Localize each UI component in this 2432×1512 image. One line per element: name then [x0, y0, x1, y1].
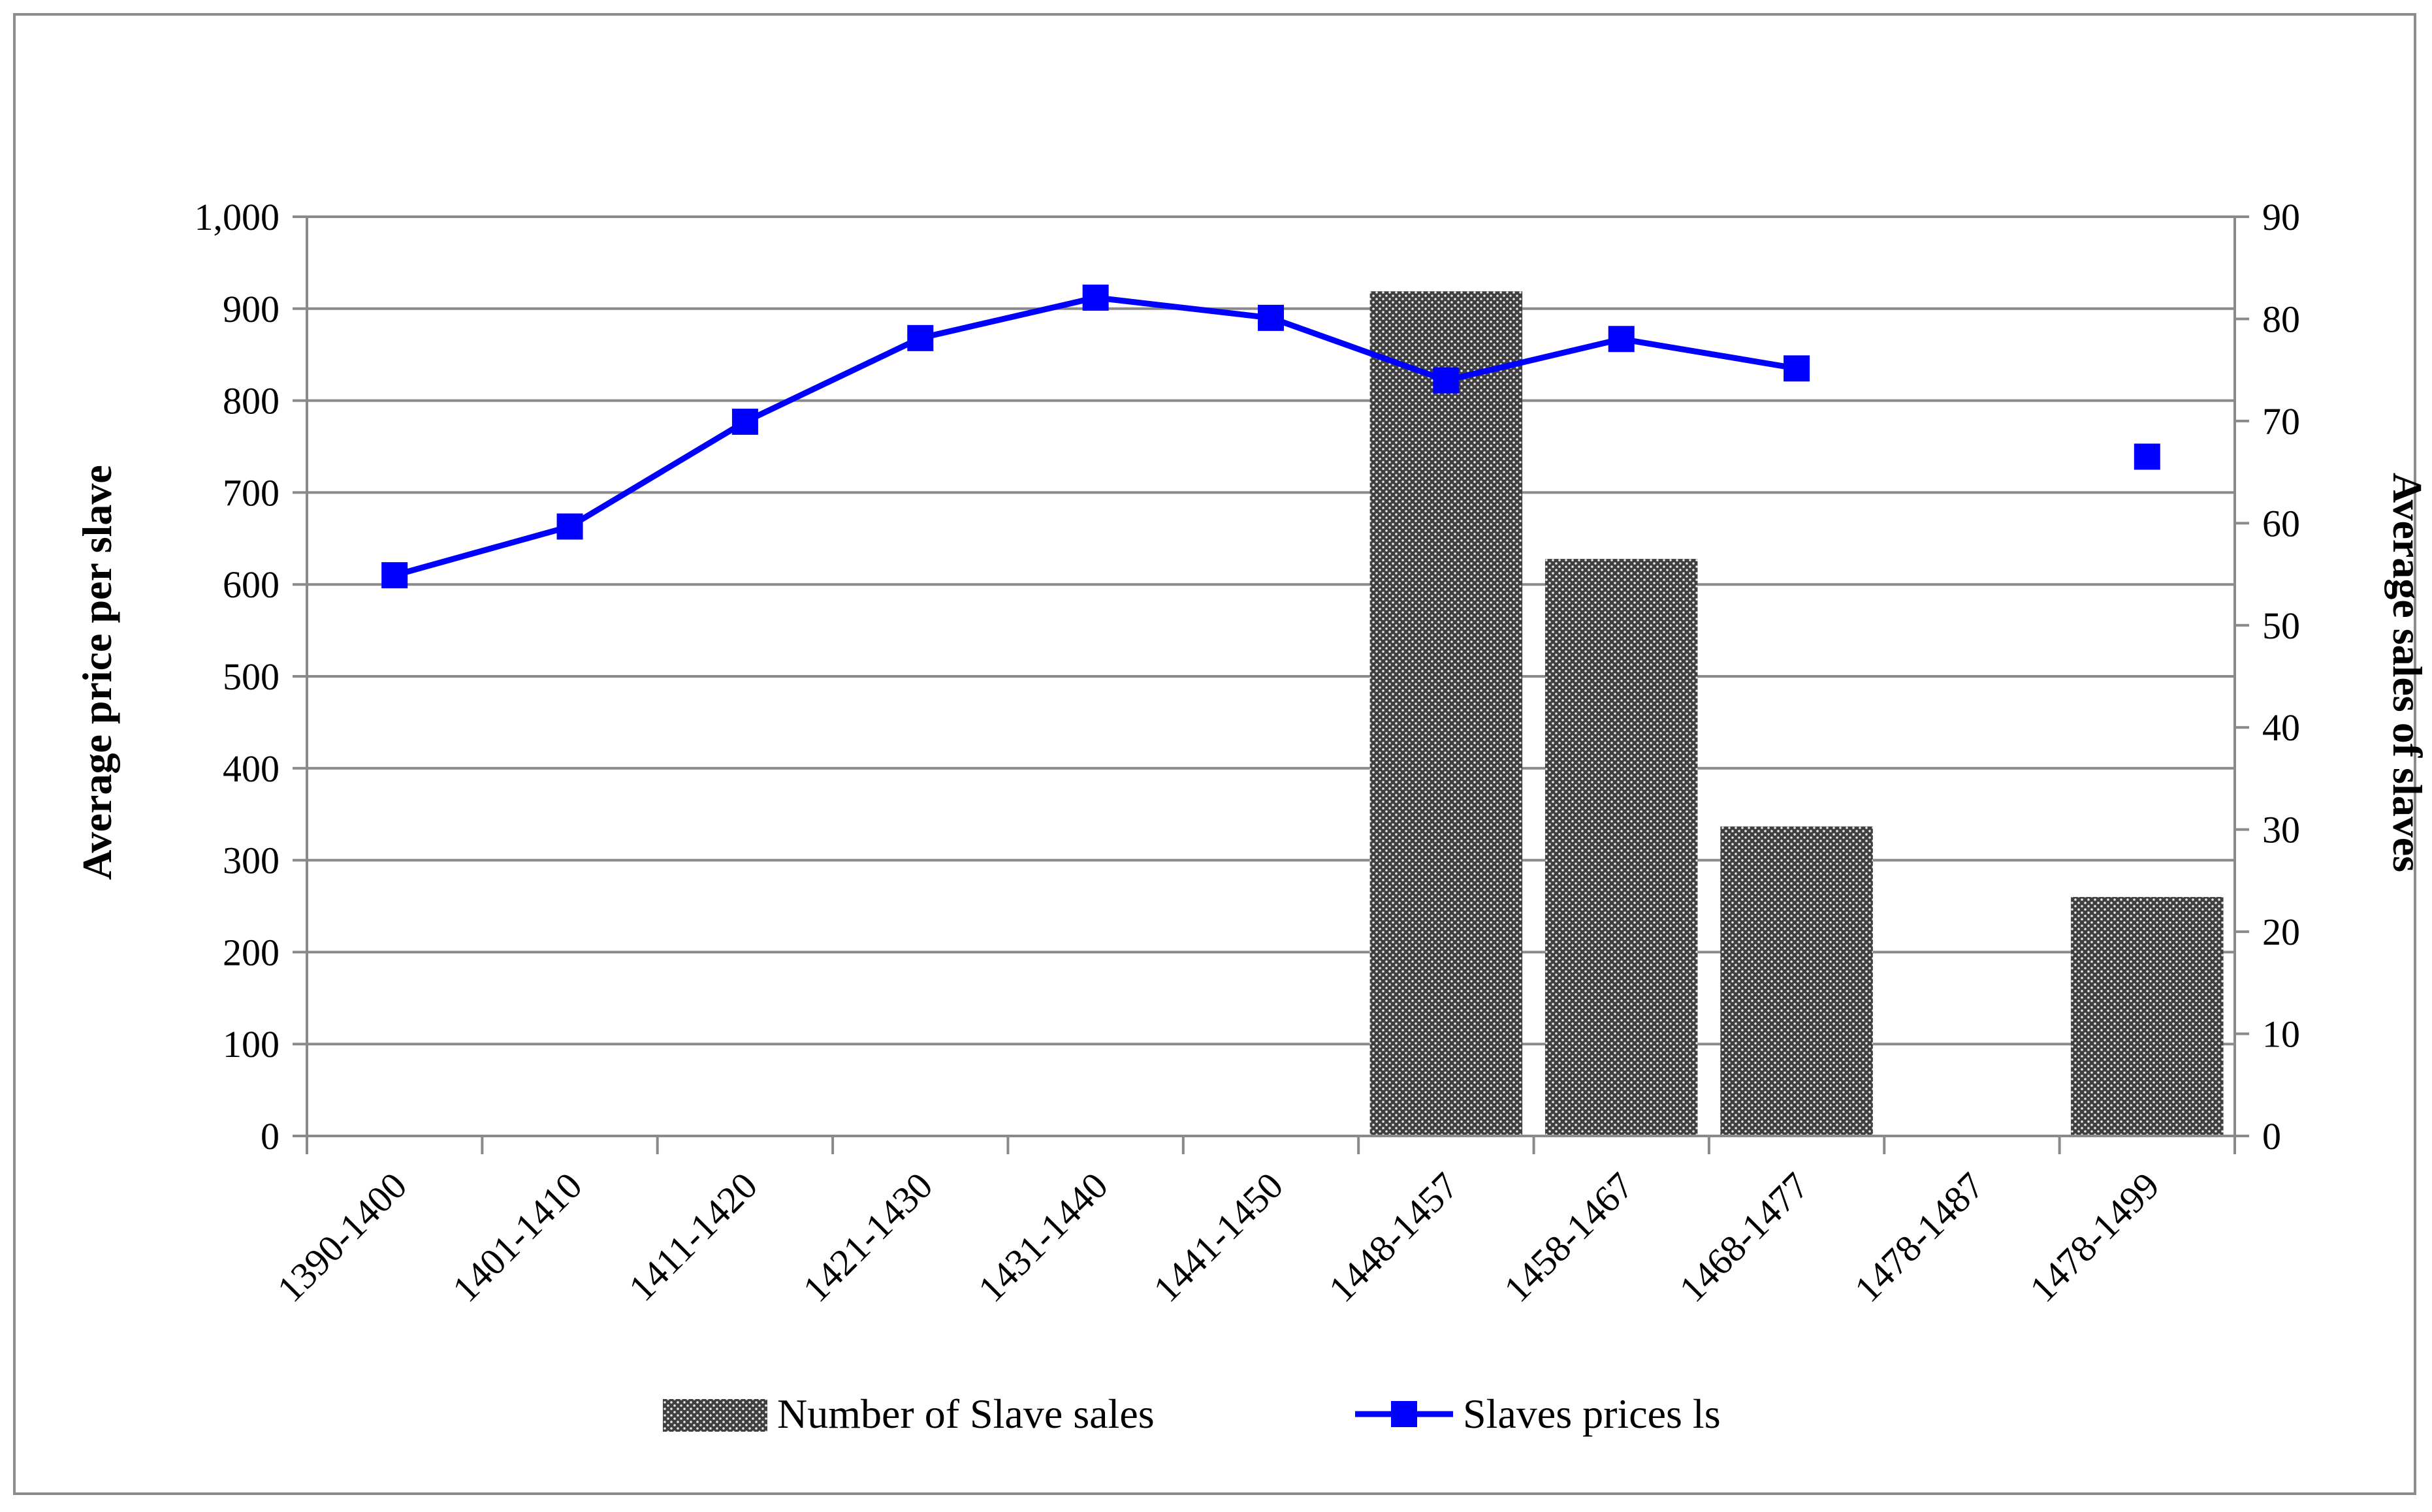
bars	[1369, 291, 2224, 1136]
x-tick-label: 1478-1487	[1846, 1164, 1992, 1310]
price-marker	[1258, 304, 1284, 331]
price-marker	[1784, 355, 1810, 382]
price-marker	[1433, 367, 1460, 394]
legend-bar-label: Number of Slave sales	[777, 1391, 1155, 1437]
bar	[1544, 559, 1698, 1136]
x-tick-label: 1411-1420	[620, 1164, 765, 1309]
left-tick-label: 1,000	[195, 196, 280, 238]
legend: Number of Slave sales Slaves prices ls	[663, 1391, 1721, 1437]
right-tick-label: 80	[2262, 298, 2300, 340]
right-axis-ticks: 0 10 20 30 40 50 60 70 80 90	[2235, 196, 2300, 1158]
price-marker	[381, 562, 408, 589]
chart-frame	[13, 13, 2416, 1495]
legend-line-label: Slaves prices ls	[1463, 1391, 1721, 1437]
right-axis-title: Average sales of slaves	[2384, 473, 2431, 872]
bar	[1720, 826, 1873, 1136]
right-tick-label: 70	[2262, 400, 2300, 443]
right-tick-label: 30	[2262, 809, 2300, 851]
price-marker	[556, 513, 583, 540]
left-axis-ticks: 0 100 200 300 400 500 600 700 800 900 1,000	[195, 196, 307, 1158]
x-tick-label: 1421-1430	[795, 1164, 941, 1310]
x-tick-label: 1468-1477	[1671, 1164, 1817, 1310]
left-tick-label: 400	[223, 748, 280, 790]
left-tick-label: 700	[223, 471, 280, 514]
x-tick-label: 1431-1440	[970, 1164, 1116, 1310]
right-tick-label: 20	[2262, 911, 2300, 953]
left-tick-label: 800	[223, 380, 280, 422]
x-tick-label: 1458-1467	[1496, 1164, 1642, 1310]
price-marker	[2134, 443, 2160, 470]
x-tick-label: 1401-1410	[444, 1164, 590, 1310]
right-tick-label: 10	[2262, 1013, 2300, 1056]
price-marker	[907, 324, 934, 351]
left-tick-label: 200	[223, 931, 280, 973]
right-tick-label: 60	[2262, 502, 2300, 544]
left-tick-label: 0	[261, 1115, 280, 1158]
x-axis-ticks: 1390-1400 1401-1410 1411-1420 1421-1430 1431…	[269, 1136, 2236, 1310]
x-tick-label: 1478-1499	[2021, 1164, 2168, 1310]
left-tick-label: 900	[223, 288, 280, 330]
line-series	[381, 284, 2160, 589]
left-tick-label: 500	[223, 655, 280, 698]
bar	[2071, 896, 2224, 1136]
right-tick-label: 0	[2262, 1115, 2281, 1158]
right-tick-label: 40	[2262, 706, 2300, 749]
left-axis-title: Average price per slave	[74, 465, 120, 880]
bar	[1369, 291, 1523, 1136]
legend-line-marker	[1391, 1401, 1417, 1427]
price-marker	[731, 408, 758, 435]
left-tick-label: 300	[223, 840, 280, 882]
x-tick-label: 1390-1400	[269, 1164, 415, 1310]
x-tick-label: 1441-1450	[1145, 1164, 1292, 1310]
legend-bar-swatch	[663, 1399, 767, 1432]
left-tick-label: 600	[223, 563, 280, 606]
left-tick-label: 100	[223, 1023, 280, 1065]
right-tick-label: 90	[2262, 196, 2300, 238]
price-line	[393, 294, 1797, 578]
gridlines	[307, 215, 2235, 1046]
price-marker	[1082, 284, 1109, 311]
x-tick-label: 1448-1457	[1320, 1164, 1467, 1310]
price-marker	[1608, 326, 1635, 353]
right-tick-label: 50	[2262, 605, 2300, 647]
